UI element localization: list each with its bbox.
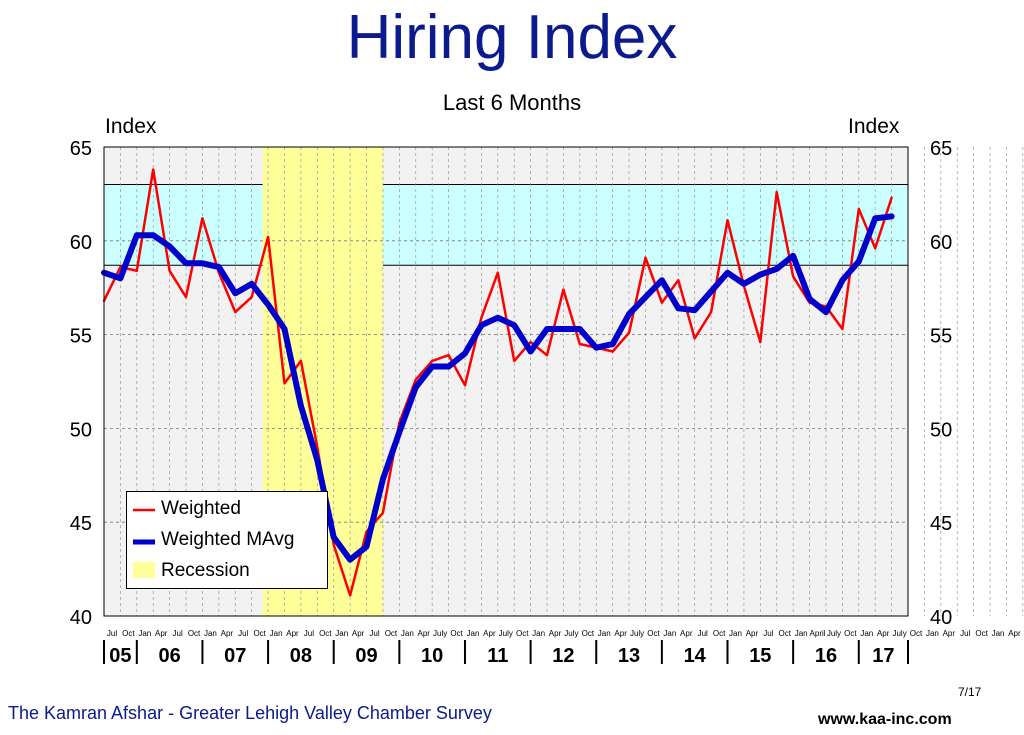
x-tick-label: Jan	[401, 629, 414, 638]
year-label: 09	[355, 645, 377, 667]
x-tick-label: July	[564, 629, 578, 638]
y-tick-label-left: 60	[70, 232, 92, 254]
x-tick-label: Jan	[729, 629, 742, 638]
x-tick-label: July	[892, 629, 906, 638]
y-tick-label-right: 40	[930, 607, 952, 629]
x-tick-label: Oct	[122, 629, 135, 638]
x-tick-label: Jul	[304, 629, 314, 638]
series-line-weighted-mavg	[101, 213, 895, 563]
legend-label: Weighted MAvg	[161, 529, 295, 550]
x-tick-label: Jan	[204, 629, 217, 638]
x-tick-label: July	[433, 629, 447, 638]
x-tick-label: Jul	[763, 629, 773, 638]
x-tick-label: Jan	[860, 629, 873, 638]
x-tick-label: Jan	[138, 629, 151, 638]
x-tick-label: Jan	[598, 629, 611, 638]
chart-subtitle: Last 6 Months	[442, 90, 582, 115]
x-tick-label: Jan	[663, 629, 676, 638]
year-label: 07	[224, 645, 246, 667]
y-tick-label-right: 45	[930, 513, 952, 535]
plot-border	[103, 146, 909, 617]
legend-line-weighted	[133, 508, 155, 512]
footer-page-number: 7/17	[958, 685, 982, 699]
x-tick-label: Apr	[614, 629, 627, 638]
y-tick-label-left: 40	[70, 607, 92, 629]
x-tick-label: Oct	[647, 629, 660, 638]
year-label: 16	[815, 645, 837, 667]
x-tick-label: Oct	[582, 629, 595, 638]
x-tick-label: July	[499, 629, 513, 638]
series-line-weighted	[102, 168, 893, 597]
x-tick-label: Apr	[155, 629, 168, 638]
x-tick-label: Jul	[698, 629, 708, 638]
x-tick-label: Jan	[335, 629, 348, 638]
legend-swatch-recession	[133, 562, 155, 578]
x-tick-label: July	[827, 629, 841, 638]
x-tick-label: Apr	[352, 629, 365, 638]
x-tick-label: Jul	[369, 629, 379, 638]
x-tick-label: Jul	[960, 629, 970, 638]
year-label: 14	[684, 645, 707, 667]
x-tick-label: Jan	[532, 629, 545, 638]
year-label: 12	[552, 645, 574, 667]
year-label: 06	[159, 645, 181, 667]
x-tick-label: Apr	[746, 629, 759, 638]
year-label: 13	[618, 645, 640, 667]
x-tick-label: Jul	[107, 629, 117, 638]
x-tick-label: Jan	[926, 629, 939, 638]
x-tick-label: Oct	[319, 629, 332, 638]
x-tick-label: Apr	[221, 629, 234, 638]
year-label: 11	[487, 645, 508, 667]
x-tick-label: Apr	[418, 629, 431, 638]
y-tick-label-right: 55	[930, 326, 952, 348]
x-tick-label: Apr	[943, 629, 956, 638]
y-axis-label-left: Index	[105, 115, 157, 138]
x-tick-label: Oct	[713, 629, 726, 638]
x-tick-label: Oct	[844, 629, 857, 638]
legend-label: Weighted	[161, 498, 241, 519]
year-label: 15	[749, 645, 771, 667]
x-tick-label: July	[630, 629, 644, 638]
chart-legend: Weighted Weighted MAvg Recession	[126, 491, 328, 589]
x-tick-label: Oct	[385, 629, 398, 638]
y-tick-label-left: 55	[70, 326, 92, 348]
y-tick-label-right: 50	[930, 419, 952, 441]
y-tick-label-left: 45	[70, 513, 92, 535]
x-tick-label: Oct	[253, 629, 266, 638]
x-tick-label: Jan	[992, 629, 1005, 638]
x-tick-label: Apr	[286, 629, 299, 638]
chart-title: Hiring Index	[346, 3, 678, 72]
x-tick-label: Jan	[467, 629, 480, 638]
x-tick-label: Jan	[795, 629, 808, 638]
year-label: 10	[421, 645, 443, 667]
x-tick-label: Oct	[779, 629, 792, 638]
footer-survey-name: The Kamran Afshar - Greater Lehigh Valle…	[8, 703, 492, 723]
y-tick-label-right: 60	[930, 232, 952, 254]
x-tick-label: Apr	[483, 629, 496, 638]
x-tick-label: Apr	[680, 629, 693, 638]
x-tick-label: Apr	[877, 629, 890, 638]
y-tick-label-left: 65	[70, 138, 92, 160]
year-label: 17	[872, 645, 894, 667]
footer-website: www.kaa-inc.com	[818, 711, 952, 728]
year-label: 08	[290, 645, 312, 667]
x-tick-label: April	[810, 629, 826, 638]
legend-label: Recession	[161, 560, 250, 581]
legend-line-weighted-mavg	[133, 539, 155, 545]
x-tick-label: Oct	[450, 629, 463, 638]
x-tick-label: Oct	[910, 629, 923, 638]
x-tick-label: Oct	[188, 629, 201, 638]
x-tick-label: Oct	[975, 629, 988, 638]
x-tick-label: Apr	[1008, 629, 1021, 638]
y-axis-label-right: Index	[848, 115, 900, 138]
y-tick-label-left: 50	[70, 419, 92, 441]
y-tick-label-right: 65	[930, 138, 952, 160]
year-label: 05	[109, 645, 131, 667]
x-tick-label: Jul	[238, 629, 248, 638]
x-tick-label: Jan	[270, 629, 283, 638]
x-tick-label: Jul	[173, 629, 183, 638]
x-tick-label: Apr	[549, 629, 562, 638]
x-tick-label: Oct	[516, 629, 529, 638]
